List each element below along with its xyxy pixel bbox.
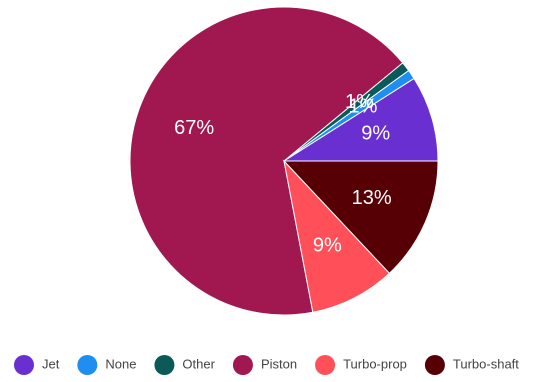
legend-swatch <box>154 355 175 375</box>
pie-slice <box>129 6 404 316</box>
legend-label: None <box>105 356 136 371</box>
slice-label: 67% <box>174 117 214 139</box>
slice-label: 9% <box>361 123 390 145</box>
slice-label: 13% <box>352 187 392 209</box>
legend-label: Jet <box>42 356 60 371</box>
slice-label: 1% <box>349 96 378 118</box>
legend-label: Piston <box>261 356 297 371</box>
pie-slice <box>282 77 439 162</box>
slice-label: 1% <box>345 91 374 113</box>
legend-label: Other <box>182 356 215 371</box>
legend-swatch <box>315 355 336 375</box>
pie-slice <box>282 160 439 274</box>
slice-label: 9% <box>313 234 342 256</box>
legend-label: Turbo-shaft <box>453 356 519 371</box>
pie-slice <box>283 159 391 313</box>
legend-swatch <box>77 355 98 375</box>
legend-label: Turbo-prop <box>343 356 407 371</box>
legend-swatch <box>232 355 253 375</box>
legend-swatch <box>424 355 445 375</box>
legend-swatch <box>14 355 34 375</box>
